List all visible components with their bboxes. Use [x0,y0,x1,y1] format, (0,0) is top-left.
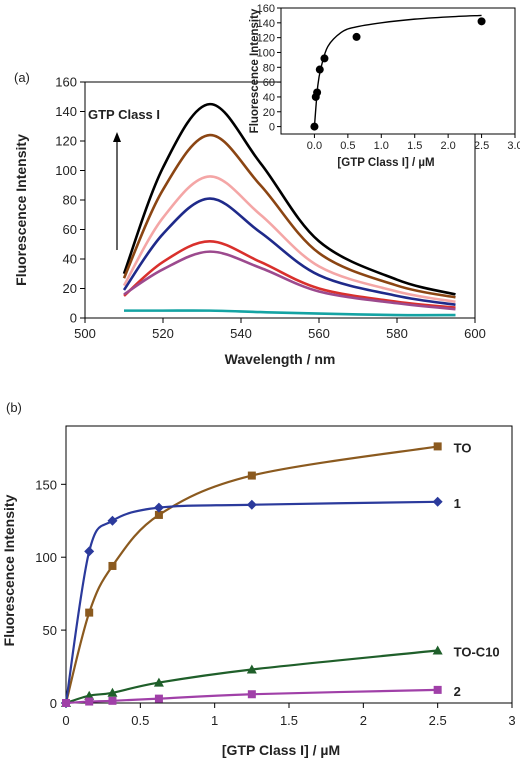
inset-data-point [310,122,319,131]
y-tick-label: 100 [35,550,57,565]
inset-y-tick-label: 20 [263,107,275,119]
spectrum-line [123,239,456,309]
series-label: TO-C10 [454,645,500,660]
panel-a: (a)500 520 540 560 580 6000204060801001201401… [13,70,486,367]
inset-chart: 0.0 0.5 1.0 1.5 2.0 2.5 3.0 0 20 40 60 80 100 120 140 1… [249,3,520,169]
data-marker [247,690,256,699]
inset-data-point [313,88,322,97]
spectrum-line [123,250,456,311]
data-marker [154,694,163,703]
y-tick-label: 150 [35,477,57,492]
spectrum-line [122,133,456,299]
inset-data-point [320,54,329,63]
data-marker [85,697,94,706]
inset-y-tick-label: 120 [257,33,275,45]
data-marker [247,471,256,480]
series-line [64,500,438,704]
x-tick-label: 560 [308,326,330,341]
data-marker [84,690,95,700]
inset-y-tick-label: 0 [269,122,275,134]
inset-x-tick-label: 1.5 [407,140,422,152]
series-label: 2 [454,684,461,699]
data-marker [432,645,443,655]
data-marker [154,510,163,519]
data-marker [84,546,95,557]
data-marker [85,608,94,617]
inset-fit-curve [313,14,482,127]
x-axis-title: [GTP Class I] / µM [222,742,340,758]
panel-b: (b) 0 0.5 1 1.5 2 2.5 3 0 50 100 150 [GTP Class I] /… [1,400,516,758]
series-label: 1 [454,496,461,511]
data-marker [107,687,118,697]
spectrum-line [124,309,456,317]
panel-a-label: (a) [14,70,30,85]
y-tick-label: 20 [63,281,77,296]
data-marker [433,685,442,694]
panel-b-label: (b) [6,400,22,415]
spectrum-line [122,197,456,307]
data-marker [108,561,117,570]
data-marker [433,442,442,451]
inset-x-tick-label: 0.0 [307,140,322,152]
inset-y-tick-label: 40 [263,92,275,104]
spectrum-line [122,102,456,296]
x-tick-label: 3 [508,713,515,728]
data-marker [432,496,443,507]
y-tick-label: 80 [63,193,77,208]
inset-y-axis-title: Fluorescence Intensity [249,8,261,133]
x-tick-label: 0 [62,713,69,728]
y-tick-label: 100 [55,163,77,178]
inset-y-tick-label: 140 [257,18,275,30]
inset-y-tick-label: 60 [263,77,275,89]
x-tick-label: 1.5 [280,713,298,728]
x-tick-label: 500 [74,326,96,341]
x-tick-label: 0.5 [131,713,149,728]
x-tick-label: 2.5 [429,713,447,728]
inset-data-point [477,17,486,26]
increase-arrow-head [113,132,121,142]
y-tick-label: 50 [43,623,57,638]
data-marker [153,502,164,513]
y-tick-label: 0 [50,696,57,711]
y-axis-title: Fluorescence Intensity [1,494,17,646]
series-label: TO [454,440,472,455]
inset-y-tick-label: 80 [263,62,275,74]
data-marker [62,699,70,707]
y-tick-label: 120 [55,134,77,149]
inset-x-tick-label: 0.5 [340,140,355,152]
x-tick-label: 2 [360,713,367,728]
y-tick-label: 160 [55,75,77,90]
y-tick-label: 0 [70,311,77,326]
data-marker [153,677,164,687]
y-tick-label: 40 [63,252,77,267]
inset-x-tick-label: 2.0 [440,140,455,152]
inset-x-tick-label: 2.5 [474,140,489,152]
y-axis-title: Fluorescence Intensity [13,134,29,286]
spectrum-line [122,175,456,304]
inset-data-point [352,32,361,41]
y-tick-label: 140 [55,104,77,119]
inset-y-tick-label: 160 [257,3,275,15]
inset-y-tick-label: 100 [257,47,275,59]
y-tick-label: 60 [63,222,77,237]
inset-x-tick-label: 3.0 [507,140,520,152]
data-marker [246,664,257,674]
data-marker [246,499,257,510]
inset-x-axis-title: [GTP Class I] / µM [337,157,434,169]
x-tick-label: 600 [464,326,486,341]
data-marker [108,696,117,705]
x-tick-label: 520 [152,326,174,341]
series-line [64,445,438,704]
x-tick-label: 540 [230,326,252,341]
x-tick-label: 1 [211,713,218,728]
annotation-gtp-class-i: GTP Class I [88,107,160,122]
inset-data-point [315,65,324,74]
inset-x-tick-label: 1.0 [374,140,389,152]
data-marker [107,515,118,526]
x-axis-title: Wavelength / nm [225,351,336,367]
x-tick-label: 580 [386,326,408,341]
